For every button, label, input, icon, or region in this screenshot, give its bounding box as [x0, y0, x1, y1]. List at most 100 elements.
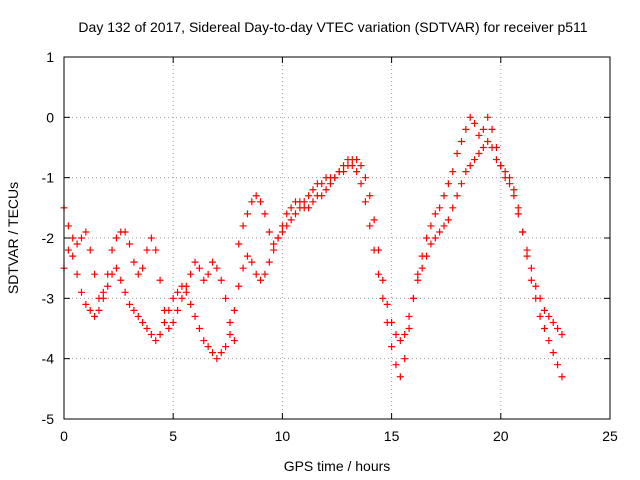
data-point	[169, 318, 177, 326]
data-point	[554, 325, 562, 332]
y-tick-label: -1	[42, 170, 55, 186]
x-tick-label: 5	[169, 428, 177, 444]
data-point	[217, 276, 225, 284]
data-point	[545, 337, 553, 345]
x-tick-label: 10	[275, 428, 291, 444]
data-point	[91, 312, 99, 320]
data-point	[265, 258, 273, 266]
data-point	[501, 168, 509, 176]
data-point	[401, 355, 409, 363]
data-point	[169, 294, 177, 302]
data-point	[147, 331, 155, 339]
data-point	[134, 312, 142, 320]
data-point	[82, 300, 90, 308]
data-point	[152, 246, 160, 254]
data-point	[414, 276, 422, 284]
data-point	[506, 180, 514, 188]
data-point	[353, 156, 361, 164]
data-point	[409, 294, 417, 302]
data-point	[475, 131, 483, 139]
x-tick-label: 20	[493, 428, 509, 444]
data-point	[318, 192, 326, 200]
data-point	[361, 198, 369, 206]
y-tick-label: 0	[46, 109, 54, 125]
data-point	[527, 276, 535, 284]
data-point	[471, 156, 479, 164]
data-point	[348, 162, 356, 170]
data-point	[431, 234, 439, 242]
data-point	[191, 312, 199, 320]
data-point	[99, 288, 107, 296]
data-point	[475, 150, 483, 158]
data-point	[305, 204, 313, 212]
data-point	[108, 246, 116, 254]
data-point	[64, 246, 72, 254]
data-point	[466, 113, 474, 121]
data-point	[195, 325, 203, 332]
data-point	[318, 180, 326, 188]
data-point	[545, 312, 553, 320]
data-point	[357, 162, 365, 170]
data-point	[126, 240, 134, 248]
data-point	[388, 343, 396, 351]
data-point	[462, 168, 470, 176]
data-point	[427, 222, 435, 230]
data-point	[497, 162, 505, 170]
data-point	[86, 246, 94, 254]
data-point	[453, 192, 461, 200]
data-point	[558, 331, 566, 339]
data-point	[191, 258, 199, 266]
data-point	[370, 216, 378, 224]
data-point	[457, 180, 465, 188]
data-point	[130, 306, 138, 314]
data-point	[383, 300, 391, 308]
data-point	[287, 204, 295, 212]
data-point	[139, 264, 147, 272]
data-point	[405, 325, 413, 332]
data-point	[479, 144, 487, 151]
data-point	[104, 270, 112, 278]
data-point	[182, 288, 190, 296]
data-point	[466, 162, 474, 170]
data-point	[204, 270, 212, 278]
data-point	[73, 240, 81, 248]
data-point	[239, 222, 247, 230]
data-point	[261, 270, 269, 278]
data-point	[492, 156, 500, 164]
data-point	[431, 210, 439, 218]
data-point	[309, 198, 317, 206]
data-point	[174, 306, 182, 314]
x-tick-label: 15	[384, 428, 400, 444]
data-point	[156, 276, 164, 284]
data-point	[357, 180, 365, 188]
data-point	[418, 252, 426, 260]
data-point	[248, 258, 256, 266]
data-point	[457, 137, 465, 145]
data-point	[484, 137, 492, 145]
data-point	[235, 282, 243, 290]
data-point	[436, 228, 444, 236]
data-point	[540, 325, 548, 332]
data-point	[554, 361, 562, 369]
data-point	[182, 282, 190, 290]
data-point	[73, 270, 81, 278]
data-point	[222, 343, 230, 351]
data-point	[95, 294, 103, 302]
data-point	[160, 318, 168, 326]
data-point	[492, 144, 500, 151]
y-tick-label: -2	[42, 230, 55, 246]
data-point	[200, 337, 208, 345]
data-point	[143, 246, 151, 254]
data-point	[335, 168, 343, 176]
data-point	[427, 240, 435, 248]
data-point	[440, 192, 448, 200]
data-point	[488, 125, 496, 133]
data-point	[147, 234, 155, 242]
data-point	[121, 288, 129, 296]
data-point	[252, 270, 260, 278]
data-point	[440, 222, 448, 230]
data-point	[540, 306, 548, 314]
data-point	[77, 234, 85, 242]
data-point	[514, 210, 522, 218]
data-point	[112, 234, 120, 242]
